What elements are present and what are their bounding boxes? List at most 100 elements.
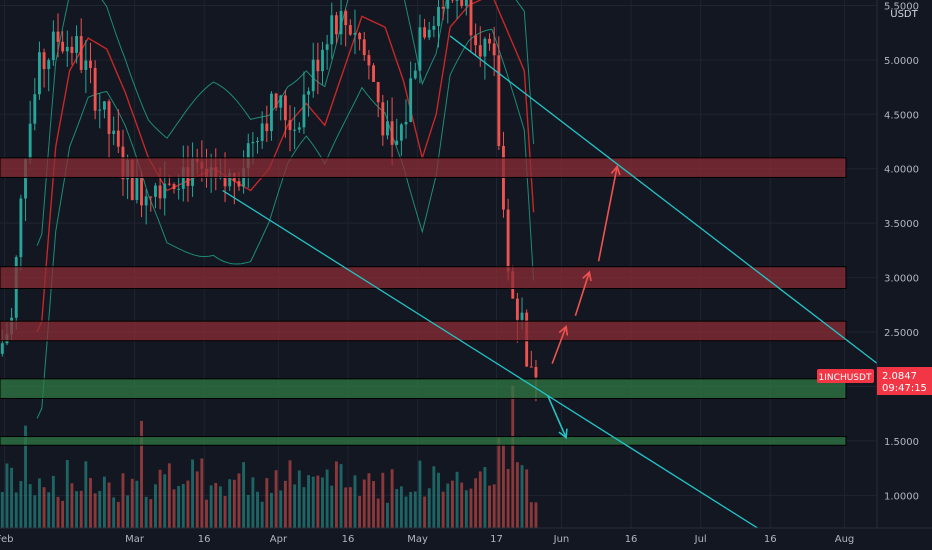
candle-body	[478, 45, 482, 57]
volume-bar	[478, 471, 482, 528]
volume-bar	[367, 473, 371, 528]
x-tick-label: 16	[198, 534, 211, 545]
volume-bar	[70, 483, 74, 528]
x-tick-label: 16	[625, 534, 638, 545]
volume-bar	[163, 474, 167, 528]
y-tick-label: 3.0000	[884, 274, 919, 285]
volume-bar	[413, 491, 417, 528]
volume-bar	[56, 496, 60, 528]
candle-body	[163, 183, 167, 199]
candle-body	[344, 11, 348, 26]
arrow-head	[558, 325, 569, 336]
volume-bar	[334, 461, 338, 528]
symbol-label-box	[817, 369, 874, 383]
volume-bar	[130, 478, 134, 528]
volume-bar	[191, 459, 195, 528]
candle-body	[28, 123, 32, 160]
volume-bar	[492, 484, 496, 528]
candle-body	[102, 101, 106, 110]
volume-bar	[321, 477, 324, 528]
candle-body	[112, 130, 116, 134]
volume-bar	[19, 481, 23, 528]
volume-bar	[260, 501, 264, 528]
volume-bar	[390, 469, 394, 528]
volume-bar	[344, 487, 348, 528]
candle-body	[0, 343, 4, 354]
volume-bar	[186, 480, 190, 528]
candle-body	[33, 94, 37, 124]
candle-body	[367, 55, 371, 66]
volume-bar	[232, 479, 236, 528]
x-tick-label: 17	[490, 534, 503, 545]
last-price-label: 2.0847	[882, 371, 917, 382]
candle-body	[89, 60, 92, 68]
candle-body	[418, 27, 422, 71]
volume-bar	[358, 495, 362, 528]
candle-body	[251, 142, 255, 144]
volume-bar	[409, 491, 413, 528]
volume-bar	[427, 488, 431, 528]
volume-bar	[38, 478, 41, 528]
volume-bar	[42, 487, 46, 528]
candle-body	[488, 38, 491, 44]
volume-bar	[437, 472, 440, 528]
volume-bar	[450, 480, 454, 528]
candle-body	[321, 49, 324, 72]
candle-body	[437, 6, 440, 27]
candle-body	[376, 81, 380, 103]
candle-body	[256, 141, 259, 143]
y-tick-label: 1.0000	[884, 491, 919, 502]
candle-body	[47, 60, 51, 70]
volume-bar	[316, 475, 320, 528]
trendline	[222, 189, 762, 531]
candle-body	[297, 127, 301, 130]
candle-body	[70, 46, 74, 53]
volume-bar	[181, 484, 185, 528]
x-tick-label: Apr	[270, 534, 288, 545]
volume-bar	[293, 484, 297, 528]
candle-body	[432, 26, 436, 30]
quote-currency-label: USDT	[890, 9, 918, 20]
volume-bar	[107, 482, 111, 528]
volume-bar	[51, 475, 55, 528]
candle-body	[177, 188, 181, 190]
countdown-label: 09:47:15	[882, 383, 927, 394]
arrow-head	[558, 428, 568, 440]
candle-body	[372, 65, 375, 82]
volume-bar	[274, 470, 278, 528]
arrow-shaft	[574, 271, 591, 316]
volume-bar	[423, 496, 427, 528]
volume-bar	[339, 464, 343, 528]
volume-bar	[98, 490, 102, 528]
candle-body	[140, 177, 143, 206]
volume-bar	[330, 485, 334, 528]
candle-body	[529, 366, 533, 368]
volume-bar	[172, 489, 176, 528]
volume-bar	[10, 467, 14, 528]
candle-body	[149, 196, 153, 198]
volume-bar	[488, 485, 491, 528]
volume-bar	[469, 488, 473, 528]
volume-bar	[116, 501, 120, 528]
candle-body	[84, 60, 88, 70]
volume-bar	[242, 462, 246, 528]
volume-bar	[0, 492, 4, 528]
support-resistance-zones	[0, 157, 847, 446]
volume-bar	[502, 444, 505, 528]
candle-body	[395, 140, 399, 145]
volume-bar	[167, 463, 171, 528]
volume-bar	[214, 483, 218, 528]
arrow-shaft	[546, 394, 567, 438]
volume-bar	[307, 475, 311, 528]
volume-bar	[121, 473, 125, 528]
volume-bar	[61, 500, 65, 528]
candle-body	[390, 121, 394, 145]
candle-body	[181, 167, 185, 189]
volume-bar	[102, 476, 106, 528]
arrow-shaft	[551, 326, 567, 364]
volume-bar	[112, 497, 116, 528]
price-axis-panel	[877, 0, 932, 550]
candle-body	[144, 196, 148, 206]
candle-body	[413, 70, 417, 79]
